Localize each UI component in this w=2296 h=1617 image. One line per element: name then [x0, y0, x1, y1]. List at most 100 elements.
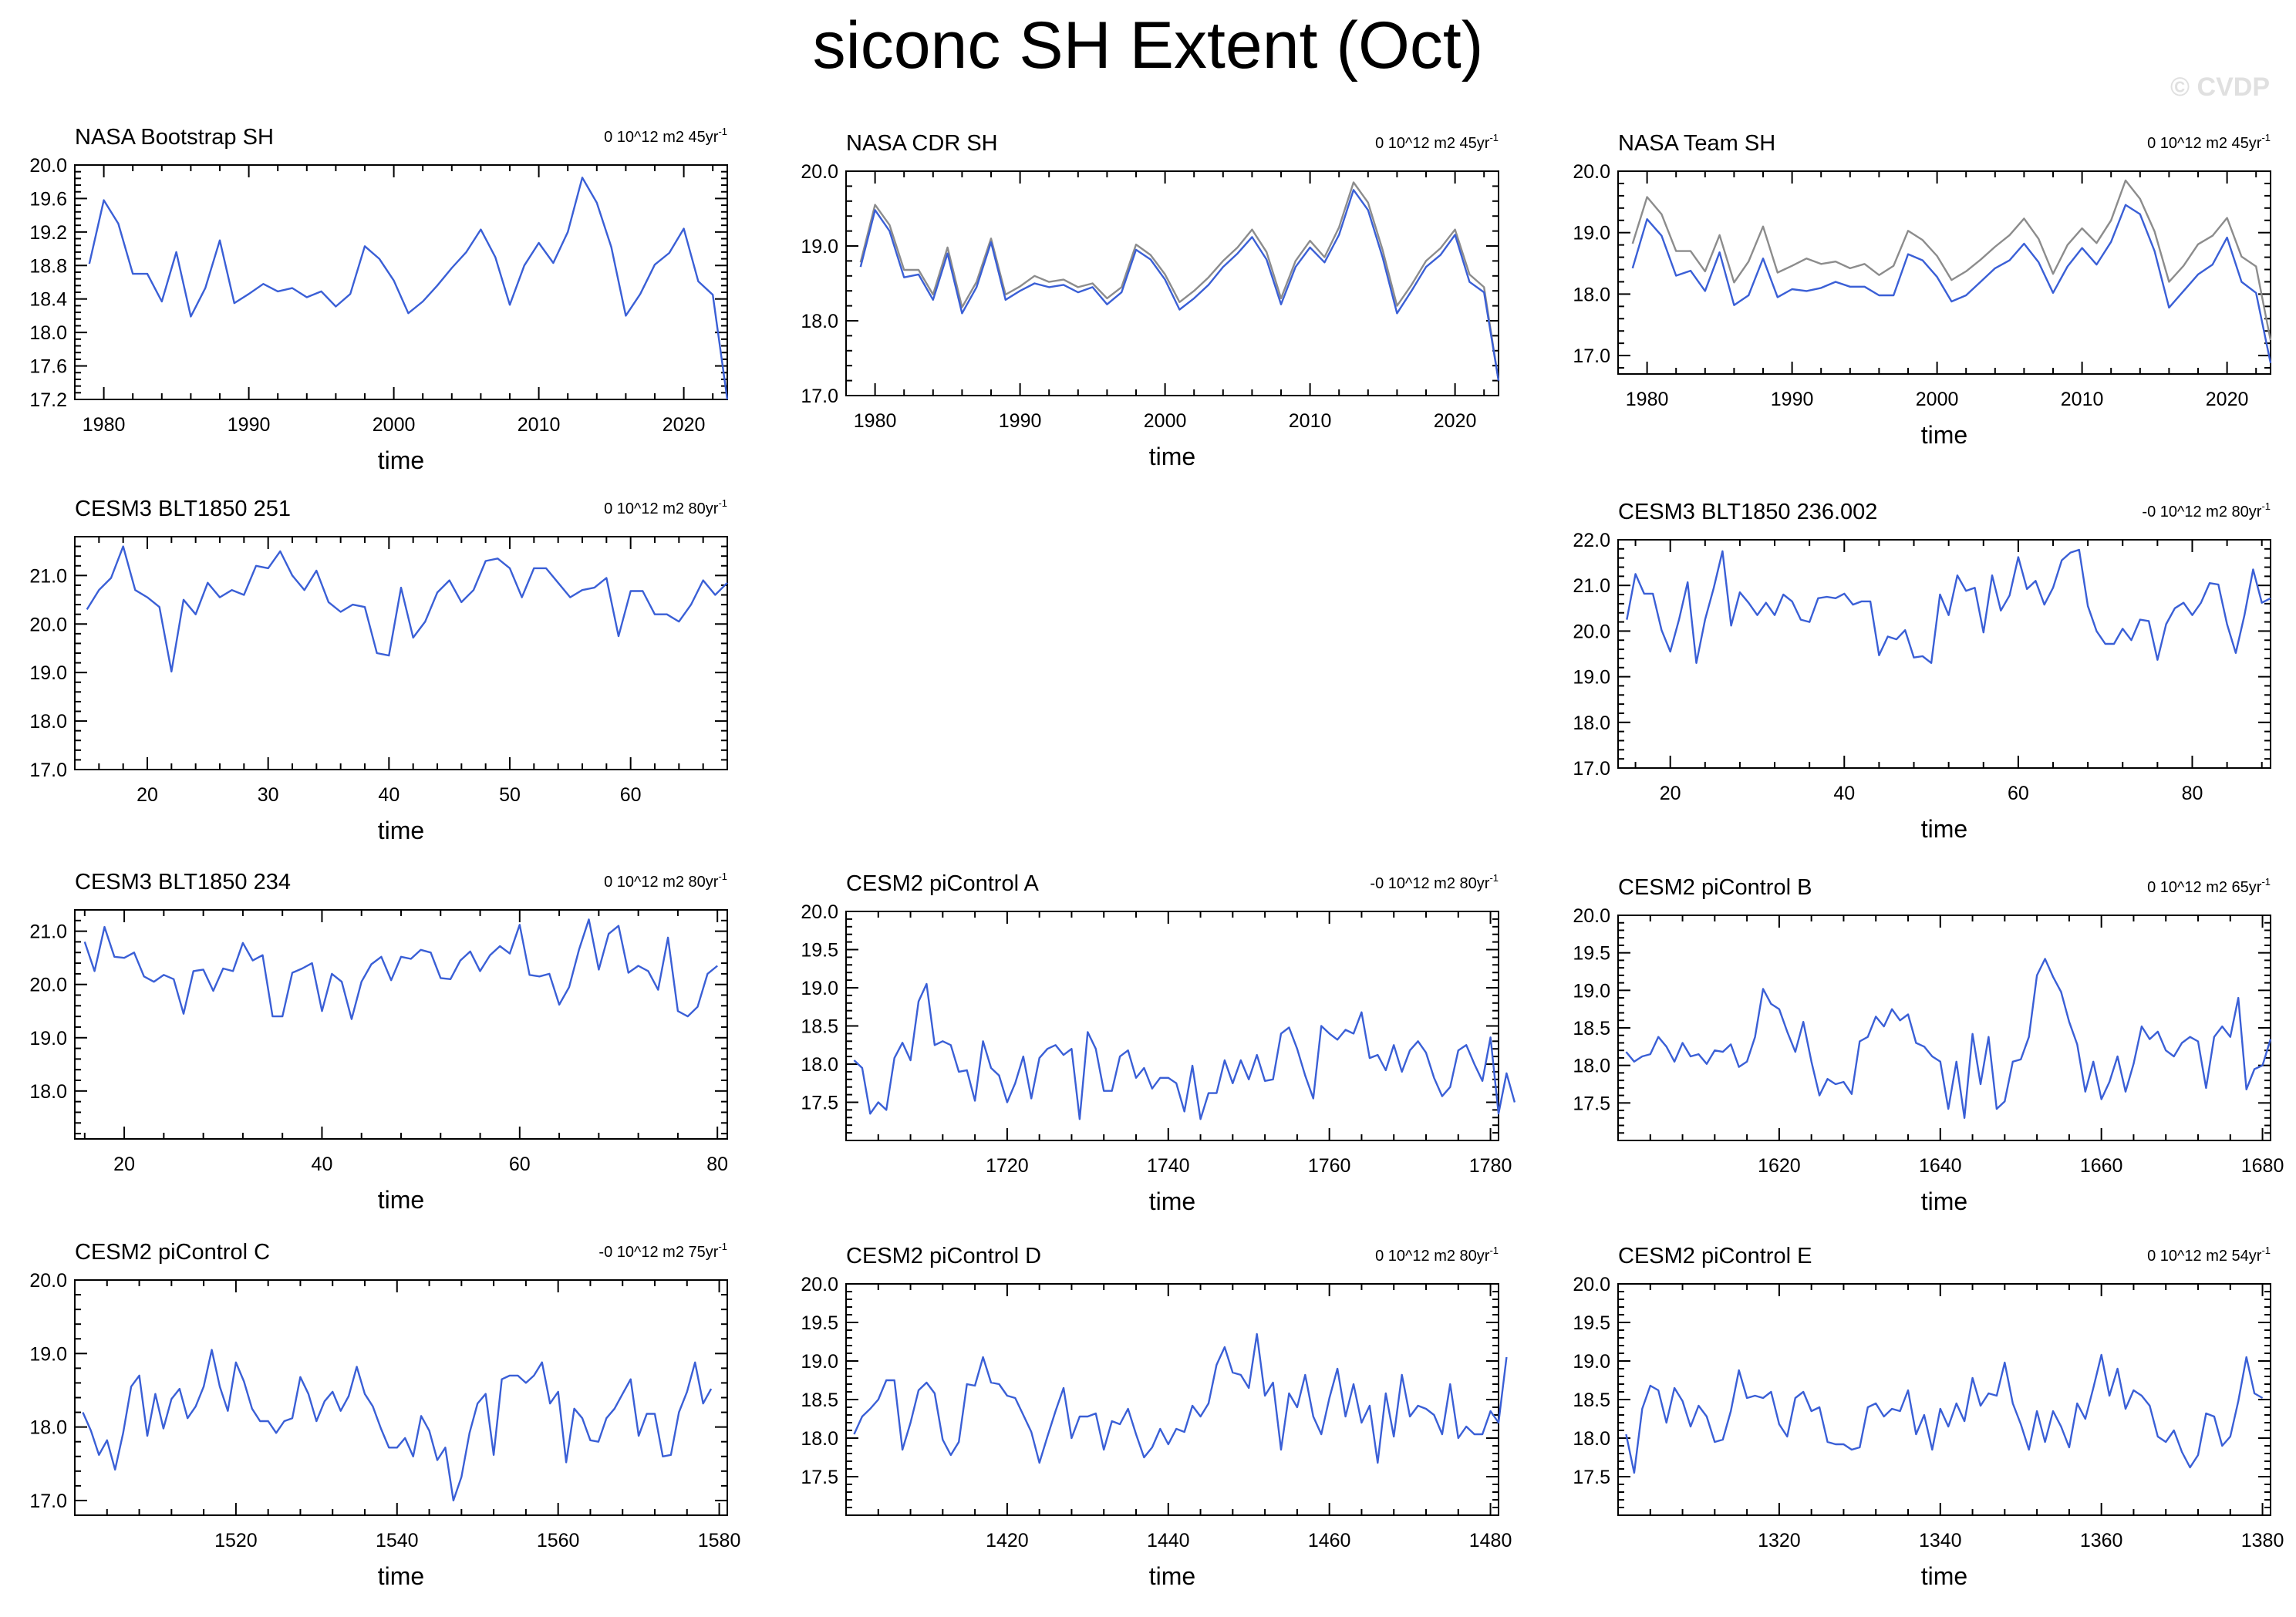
trend-text: 0 10^12 m2 80yr: [604, 874, 719, 891]
trend-superscript: -1: [2261, 500, 2271, 512]
y-tick-label: 18.5: [1573, 1390, 1610, 1411]
x-tick-label: 1440: [1147, 1530, 1190, 1551]
trend-label: -0 10^12 m2 80yr-1: [1370, 872, 1499, 892]
primary-series-line: [88, 177, 729, 400]
y-tick-label: 19.6: [29, 188, 67, 210]
trend-superscript: -1: [718, 1241, 727, 1252]
trend-label: 0 10^12 m2 80yr-1: [1375, 1245, 1499, 1265]
x-tick-label: 40: [1833, 783, 1855, 804]
trend-text: 0 10^12 m2 65yr: [2147, 879, 2262, 896]
x-tick-label: 2010: [518, 414, 561, 436]
trend-superscript: -1: [1489, 872, 1499, 884]
y-tick-label: 18.0: [29, 1417, 67, 1439]
y-tick-label: 19.0: [1573, 980, 1610, 1002]
chart-cesm2-picontrol-b: 17.5 18.0 18.5 19.0 19.5 20.0 1620 1640 1660 1680…: [1573, 875, 2284, 1215]
x-tick-label: 1980: [1626, 389, 1669, 410]
trend-text: 0 10^12 m2 80yr: [604, 500, 719, 517]
x-axis-label: time: [378, 817, 424, 844]
x-tick-label: 30: [258, 784, 279, 806]
primary-series-line: [1626, 548, 2271, 664]
x-tick-label: 80: [706, 1154, 728, 1175]
y-tick-label: 18.0: [29, 1081, 67, 1103]
x-tick-label: 40: [312, 1154, 333, 1175]
plot-frame: [74, 164, 728, 400]
plot-frame: [845, 911, 1499, 1141]
x-axis-label: time: [1921, 421, 1967, 449]
trend-text: -0 10^12 m2 80yr: [2142, 504, 2261, 520]
panel-title: CESM3 BLT1850 236.002: [1618, 500, 1877, 524]
x-tick-label: 1380: [2241, 1530, 2284, 1551]
y-tick-label: 22.0: [1573, 530, 1610, 551]
x-tick-label: 20: [137, 784, 158, 806]
x-tick-label: 20: [1660, 783, 1681, 804]
trend-text: 0 10^12 m2 54yr: [2147, 1248, 2262, 1265]
y-tick-label: 19.5: [1573, 943, 1610, 965]
chart-cesm2-picontrol-d: 17.5 18.0 18.5 19.0 19.5 20.0 1420 1440 1460 1480…: [801, 1244, 1512, 1590]
y-tick-label: 20.0: [1573, 621, 1610, 642]
y-tick-label: 17.0: [29, 1491, 67, 1512]
copyright-watermark: © CVDP: [2170, 72, 2270, 102]
x-tick-label: 1740: [1147, 1155, 1190, 1177]
trend-superscript: -1: [1489, 132, 1499, 143]
x-tick-label: 1990: [1771, 389, 1814, 410]
trend-label: 0 10^12 m2 45yr-1: [604, 126, 727, 146]
x-tick-label: 50: [499, 784, 521, 806]
x-tick-label: 1580: [698, 1530, 741, 1551]
y-tick-label: 19.0: [29, 662, 67, 684]
x-tick-label: 60: [509, 1154, 531, 1175]
x-tick-label: 1760: [1308, 1155, 1351, 1177]
trend-text: 0 10^12 m2 45yr: [2147, 135, 2262, 152]
y-tick-label: 21.0: [29, 565, 67, 587]
x-tick-label: 1980: [83, 414, 126, 436]
y-tick-label: 19.0: [1573, 667, 1610, 689]
y-tick-label: 17.0: [1573, 345, 1610, 367]
chart-nasa-bootstrap-sh: 17.2 17.6 18.0 18.4 18.8 19.2 19.6 20.0 1980 1990…: [29, 125, 729, 474]
panel-title: NASA Bootstrap SH: [75, 125, 274, 150]
x-tick-label: 80: [2182, 783, 2203, 804]
panel-title: NASA CDR SH: [846, 131, 998, 156]
chart-nasa-cdr-sh: 17.0 18.0 19.0 20.0 1980 1990 2000 2010 2020 time…: [801, 131, 1500, 470]
primary-series-line: [859, 189, 1500, 381]
y-tick-label: 19.0: [1573, 223, 1610, 244]
x-axis-label: time: [1149, 1187, 1195, 1215]
panel-title: CESM2 piControl D: [846, 1244, 1041, 1268]
y-tick-label: 18.0: [1573, 1428, 1610, 1450]
x-axis-label: time: [378, 446, 424, 474]
primary-series-line: [82, 1349, 713, 1502]
plot-frame: [845, 1283, 1499, 1516]
trend-superscript: -1: [2261, 876, 2271, 888]
primary-series-line: [853, 1332, 1508, 1464]
y-tick-label: 18.0: [29, 711, 67, 733]
y-tick-label: 18.0: [801, 1428, 838, 1450]
x-tick-label: 2020: [1434, 410, 1477, 432]
plot-frame: [1617, 539, 2271, 769]
primary-series-line: [853, 982, 1516, 1120]
y-tick-label: 17.0: [801, 386, 838, 407]
trend-label: -0 10^12 m2 75yr-1: [598, 1241, 727, 1261]
y-tick-label: 18.0: [801, 1054, 838, 1076]
panel-title: CESM3 BLT1850 234: [75, 870, 291, 894]
x-tick-label: 1780: [1469, 1155, 1512, 1177]
x-tick-label: 2000: [1916, 389, 1959, 410]
primary-series-line: [86, 545, 728, 673]
figure-title: siconc SH Extent (Oct): [812, 8, 1484, 83]
y-tick-label: 20.0: [1573, 161, 1610, 183]
trend-text: -0 10^12 m2 80yr: [1370, 875, 1489, 892]
x-tick-label: 2010: [2061, 389, 2104, 410]
primary-series-line: [1625, 958, 2272, 1120]
panel-title: CESM3 BLT1850 251: [75, 497, 291, 521]
y-tick-label: 18.0: [1573, 284, 1610, 305]
x-tick-label: 1460: [1308, 1530, 1351, 1551]
x-tick-label: 1480: [1469, 1530, 1512, 1551]
panel-title: CESM2 piControl C: [75, 1240, 270, 1265]
x-axis-label: time: [1921, 815, 1967, 843]
trend-label: -0 10^12 m2 80yr-1: [2142, 500, 2271, 520]
x-tick-label: 1360: [2080, 1530, 2123, 1551]
primary-series-line: [1625, 1353, 2264, 1474]
y-tick-label: 18.5: [801, 1390, 838, 1411]
y-tick-label: 20.0: [29, 975, 67, 996]
x-tick-label: 1990: [228, 414, 271, 436]
y-tick-label: 17.0: [1573, 758, 1610, 780]
primary-series-line: [1631, 204, 2272, 363]
